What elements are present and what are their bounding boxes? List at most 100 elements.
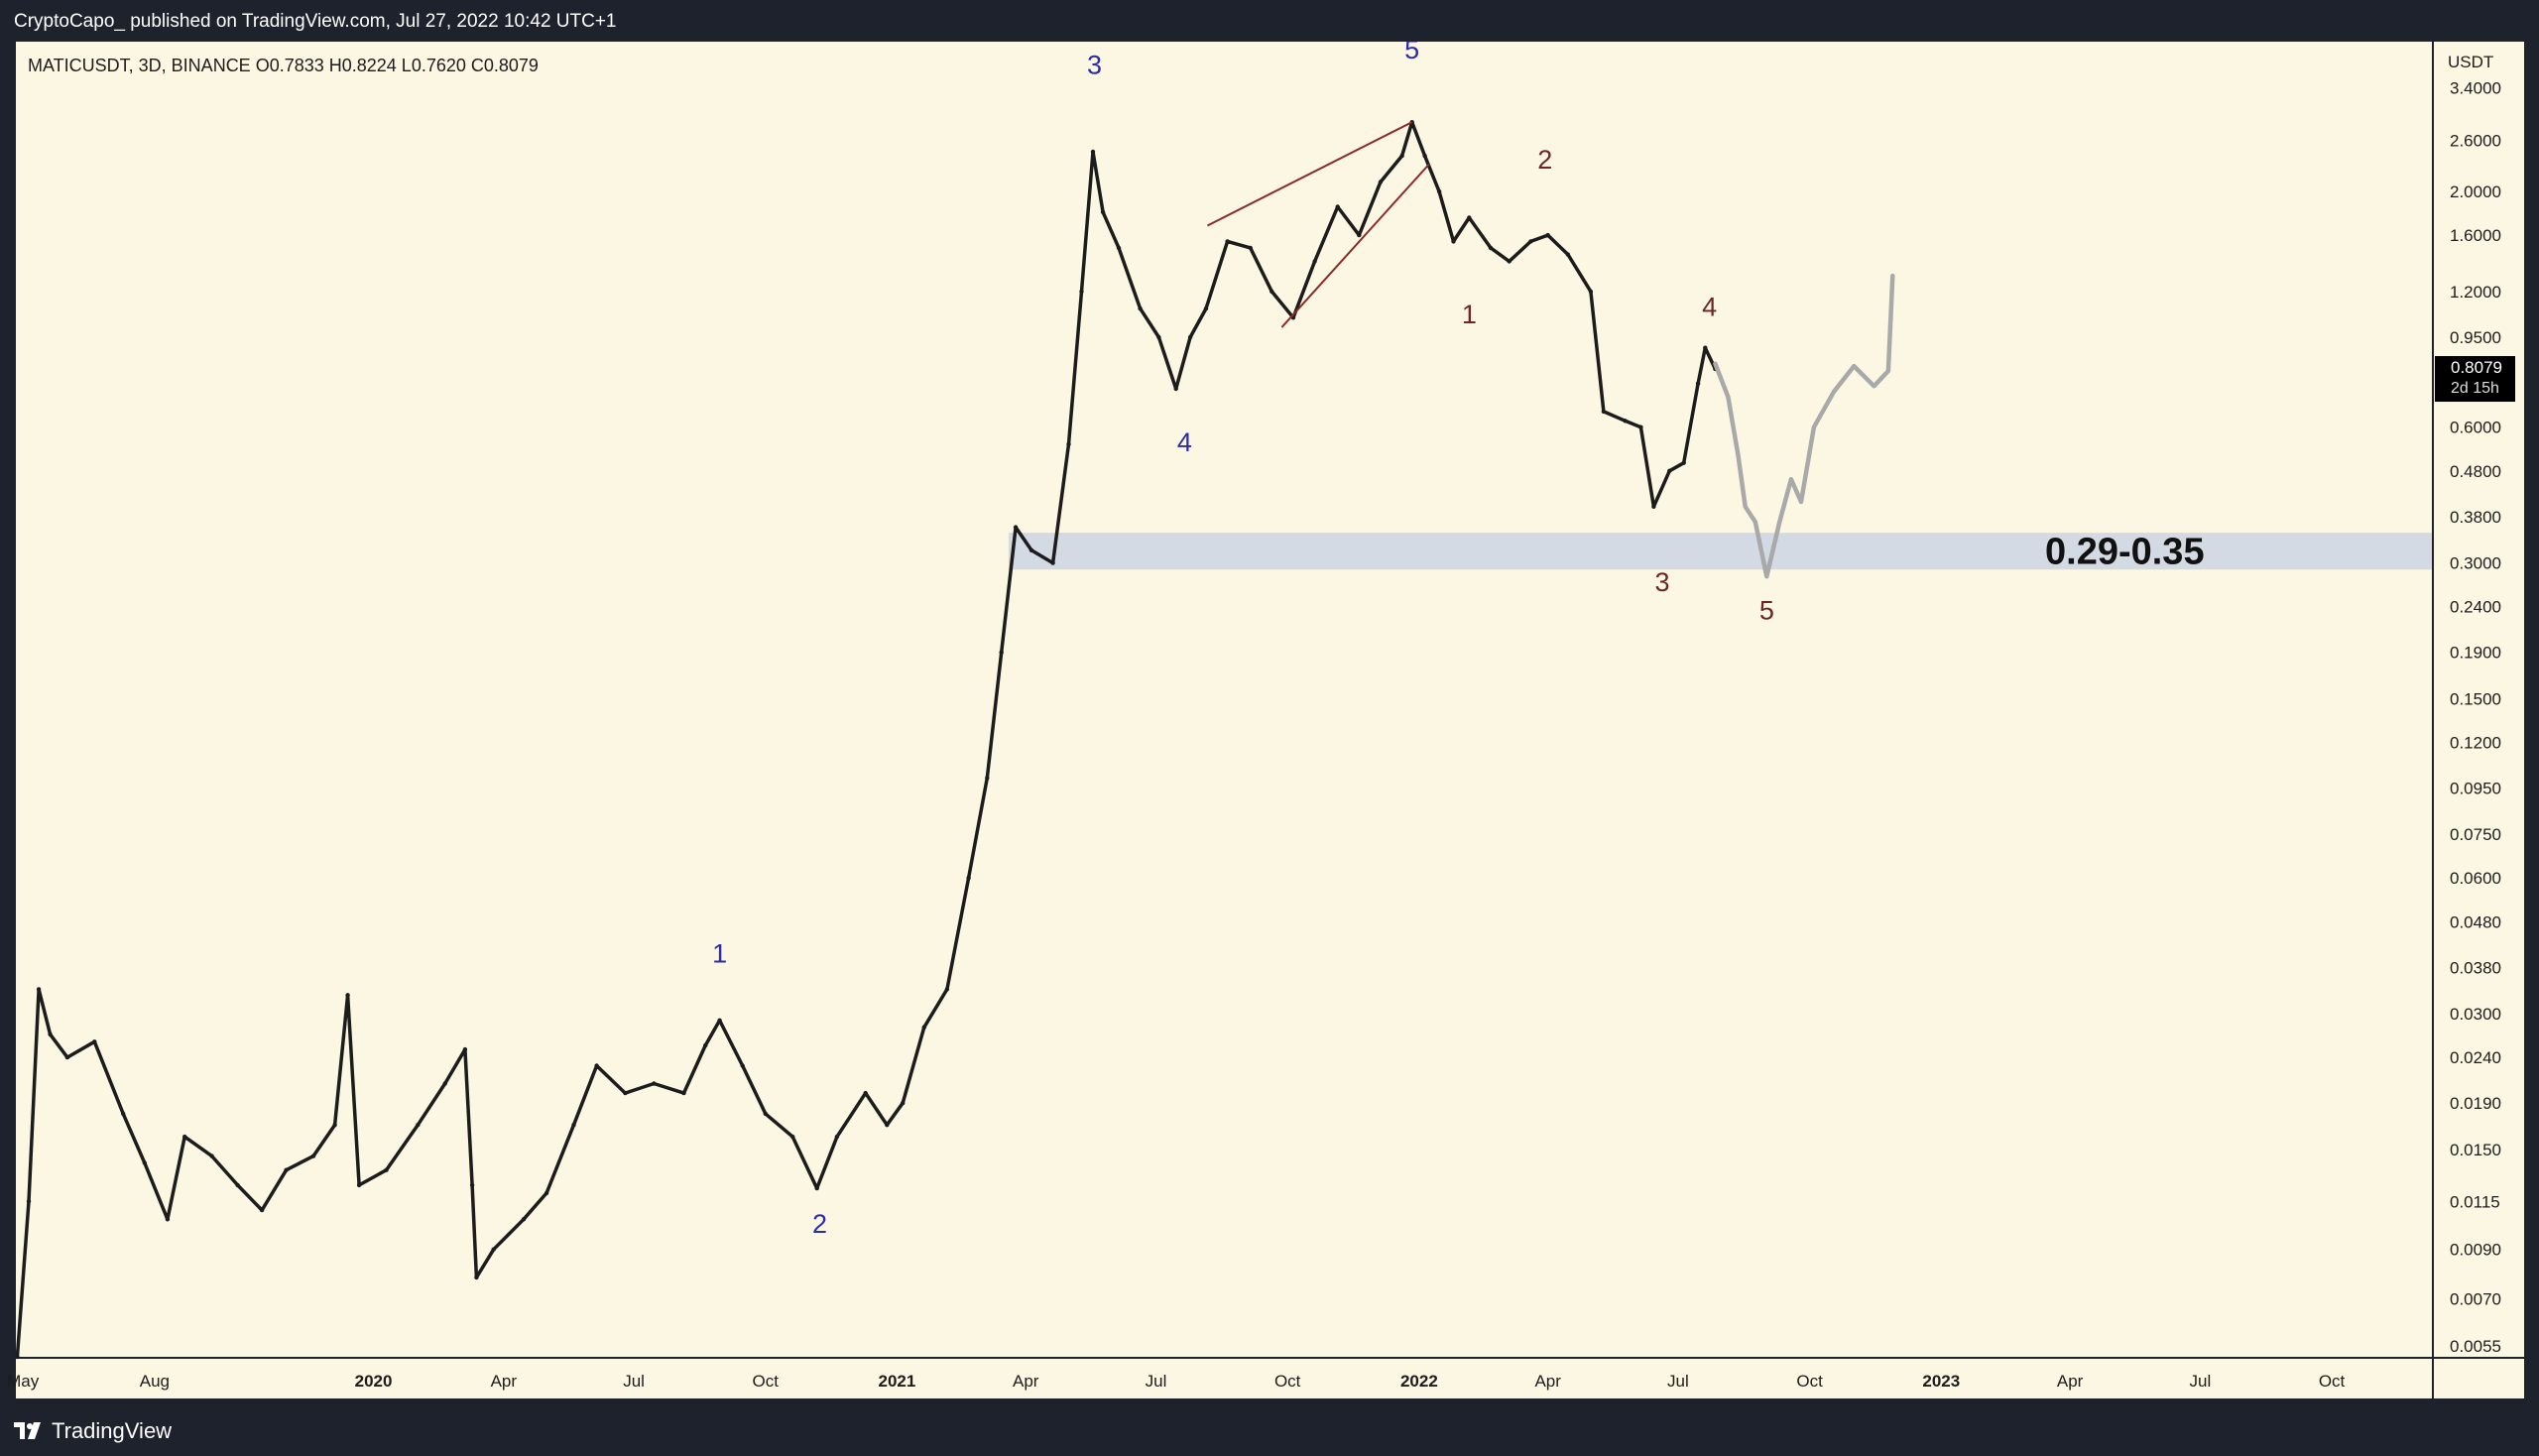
wave-label: 1 xyxy=(1462,300,1477,329)
price-point xyxy=(469,1182,475,1188)
price-point xyxy=(182,1134,187,1140)
tradingview-logo-icon xyxy=(14,1422,41,1439)
wave-label: 3 xyxy=(1655,567,1670,597)
price-tick-label: 2.0000 xyxy=(2450,182,2501,201)
wave-label: 2 xyxy=(1537,145,1552,175)
time-axis[interactable] xyxy=(16,1359,2432,1398)
price-point xyxy=(1079,289,1084,295)
time-tick-label: Oct xyxy=(2319,1372,2346,1391)
price-point xyxy=(571,1123,576,1128)
wedge-lower-line xyxy=(1280,163,1430,328)
time-tick-label: Apr xyxy=(1013,1372,1039,1391)
price-tick-label: 0.3800 xyxy=(2450,508,2501,527)
price-point xyxy=(1545,232,1550,238)
price-point xyxy=(15,1354,20,1360)
price-point xyxy=(48,1031,53,1037)
symbol-info: MATICUSDT, 3D, BINANCE O0.7833 H0.8224 L… xyxy=(28,56,539,75)
last-price-badge xyxy=(2435,356,2515,403)
price-point xyxy=(121,1111,126,1117)
price-point xyxy=(1451,239,1456,244)
price-point xyxy=(1565,252,1571,257)
price-point xyxy=(491,1247,496,1252)
wave-label: 2 xyxy=(812,1209,827,1239)
price-tick-label: 2.6000 xyxy=(2450,131,2501,150)
time-tick-label: Jul xyxy=(1667,1372,1689,1391)
wave-label: 4 xyxy=(1177,427,1192,457)
price-point xyxy=(1187,334,1193,340)
axis-corner xyxy=(2434,1359,2524,1398)
price-point xyxy=(521,1217,527,1222)
support-zone xyxy=(1008,533,2433,570)
price-tick-label: 0.0300 xyxy=(2450,1005,2501,1024)
price-point xyxy=(384,1167,389,1172)
price-point xyxy=(142,1160,147,1165)
price-point xyxy=(259,1207,265,1213)
price-point xyxy=(1667,468,1672,473)
price-point xyxy=(1013,525,1019,530)
price-point xyxy=(790,1134,795,1140)
last-price-label: 0.8079 xyxy=(2451,358,2502,377)
price-tick-label: 0.3000 xyxy=(2450,554,2501,573)
price-point xyxy=(985,776,990,781)
price-tick-label: 0.0600 xyxy=(2450,869,2501,888)
price-point xyxy=(1173,386,1178,392)
price-point xyxy=(944,987,950,992)
price-tick-label: 0.9500 xyxy=(2450,328,2501,347)
time-tick-label: 2020 xyxy=(355,1372,393,1391)
price-tick-label: 0.1900 xyxy=(2450,644,2501,663)
price-point xyxy=(999,650,1004,655)
price-point xyxy=(1248,245,1253,251)
price-point xyxy=(26,1199,32,1204)
price-tick-label: 0.0055 xyxy=(2450,1337,2501,1356)
price-point xyxy=(332,1123,337,1128)
price-tick-label: 0.2400 xyxy=(2450,598,2501,617)
projection-path xyxy=(1713,273,1895,579)
price-point xyxy=(1507,259,1511,264)
price-point xyxy=(1203,305,1209,311)
price-tick-label: 0.6000 xyxy=(2450,419,2501,437)
price-point xyxy=(652,1081,657,1086)
price-tick-label: 0.0480 xyxy=(2450,912,2501,931)
time-tick-label: May xyxy=(7,1372,40,1391)
price-point xyxy=(356,1182,362,1188)
price-tick-label: 0.4800 xyxy=(2450,462,2501,481)
price-point xyxy=(1488,245,1494,251)
price-point xyxy=(623,1090,628,1096)
price-point xyxy=(235,1182,240,1188)
time-tick-label: Jul xyxy=(623,1372,645,1391)
price-point xyxy=(1270,289,1274,295)
price-tick-label: 1.2000 xyxy=(2450,283,2501,302)
price-point xyxy=(1090,149,1096,155)
price-point xyxy=(1335,204,1340,209)
price-point xyxy=(416,1123,421,1128)
price-point xyxy=(966,876,971,881)
price-axis[interactable] xyxy=(2434,42,2524,1357)
price-tick-label: 0.0115 xyxy=(2450,1192,2500,1211)
support-zone-label: 0.29-0.35 xyxy=(2045,532,2205,573)
price-point xyxy=(1312,259,1317,264)
price-tick-label: 0.0950 xyxy=(2450,780,2501,798)
wave-label: 3 xyxy=(1087,50,1102,79)
price-point xyxy=(863,1090,868,1096)
wave-label: 1 xyxy=(712,938,727,968)
price-chart[interactable]: 0.29-0.35 1 2 3 4 5 1 2 3 4 5 3.4000 2.6000 2.0000 1… xyxy=(0,42,2539,1404)
time-tick-label: Jul xyxy=(2189,1372,2211,1391)
price-tick-label: 0.0070 xyxy=(2450,1289,2501,1308)
price-point xyxy=(1116,245,1122,251)
price-tick-label: 0.0090 xyxy=(2450,1241,2501,1260)
footer-bar: TradingView xyxy=(0,1404,2539,1456)
time-tick-label: Oct xyxy=(753,1372,780,1391)
plot-area[interactable] xyxy=(16,42,2432,1357)
price-point xyxy=(442,1081,447,1086)
price-point xyxy=(740,1063,745,1068)
price-point xyxy=(345,993,350,998)
time-tick-label: 2021 xyxy=(879,1372,916,1391)
price-point xyxy=(681,1090,686,1096)
price-point xyxy=(921,1025,926,1030)
price-point xyxy=(1651,504,1656,509)
footer-brand: TradingView xyxy=(52,1418,173,1443)
currency-label: USDT xyxy=(2448,53,2493,71)
time-tick-label: Apr xyxy=(2057,1372,2084,1391)
price-point xyxy=(814,1185,819,1191)
price-tick-label: 0.0380 xyxy=(2450,958,2501,977)
